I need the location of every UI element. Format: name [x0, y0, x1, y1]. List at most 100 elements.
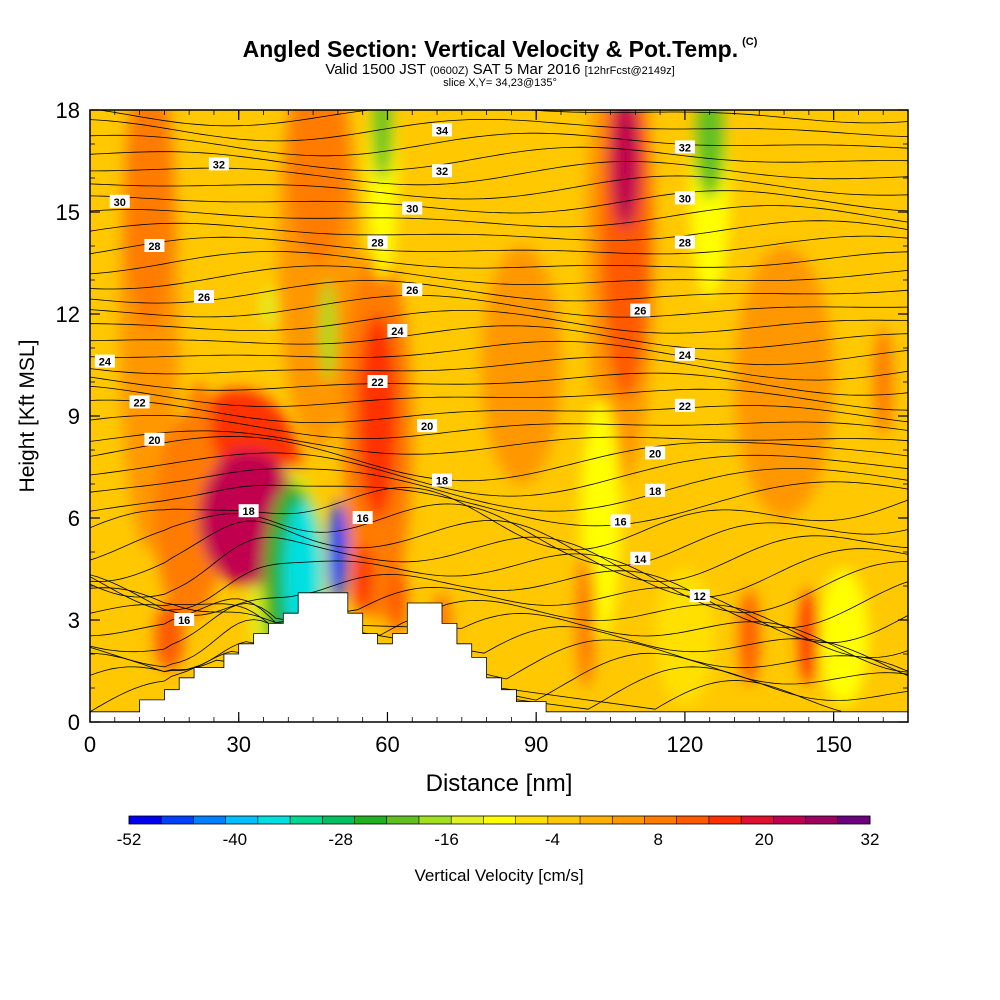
velocity-cell [372, 110, 393, 182]
theta-label-box [630, 551, 651, 565]
theta-label-box [109, 194, 130, 208]
theta-label-box [94, 354, 115, 368]
theta-contour-line [90, 294, 908, 318]
y-tick-label: 9 [68, 404, 80, 429]
colorbar-swatch [773, 816, 807, 824]
theta-label-text: 16 [357, 513, 369, 525]
theta-label-box [367, 235, 388, 249]
utc-time: (0600Z) [429, 65, 469, 77]
theta-label-text: 28 [371, 238, 383, 250]
y-axis-label: Height [Kft MSL] [16, 340, 39, 493]
theta-contour-line [90, 399, 908, 424]
theta-label-box [674, 235, 695, 249]
theta-label-box [417, 419, 438, 433]
colorbar-tick-label: -52 [117, 830, 142, 849]
theta-label-text: 28 [679, 238, 691, 250]
terrain-profile [90, 592, 908, 722]
theta-contour-line [90, 146, 908, 171]
theta-contour-line [90, 414, 908, 440]
colorbar-swatch [547, 816, 581, 824]
theta-label-text: 24 [99, 357, 112, 369]
theta-label-box [674, 140, 695, 154]
theta-label: 18 [431, 473, 452, 488]
theta-contour-line [90, 586, 908, 644]
velocity-cell [655, 569, 715, 705]
theta-label-text: 22 [371, 377, 383, 389]
theta-contour-line [90, 175, 908, 200]
theta-label-box [431, 164, 452, 178]
theta-label: 30 [674, 191, 695, 205]
theta-label-box [431, 123, 452, 137]
x-axis-label: Distance [nm] [426, 770, 573, 797]
theta-contour-line [90, 265, 908, 290]
theta-label-text: 16 [178, 615, 190, 627]
colorbar-swatch [741, 816, 774, 824]
x-tick-label: 120 [667, 732, 704, 757]
theta-label-text: 14 [634, 554, 647, 566]
theta-label: 20 [417, 419, 438, 433]
theta-label: 22 [674, 398, 695, 413]
theta-label: 32 [208, 157, 229, 171]
theta-label: 24 [674, 347, 695, 362]
theta-contour-line [90, 481, 908, 527]
y-tick-label: 6 [68, 506, 80, 531]
theta-label-box [402, 283, 423, 297]
theta-label: 26 [194, 290, 215, 304]
theta-label: 24 [387, 324, 408, 338]
colorbar-swatch [483, 816, 517, 824]
colorbar-swatch [225, 816, 259, 824]
x-tick-label: 60 [375, 732, 399, 757]
colorbar-swatch [257, 816, 291, 824]
colorbar-swatch [612, 816, 645, 824]
chart-title-units: (C) [742, 36, 758, 48]
velocity-cell [288, 110, 348, 263]
colorbar-tick-label: -16 [434, 830, 459, 849]
theta-label-box [387, 324, 408, 337]
theta-label-text: 22 [133, 397, 145, 409]
theta-label-box [144, 239, 165, 252]
theta-label-box [352, 511, 373, 524]
x-tick-label: 0 [84, 732, 96, 757]
theta-contour-line [90, 190, 908, 214]
theta-label-box [674, 191, 695, 205]
chart-title: Angled Section: Vertical Velocity & Pot.… [0, 36, 1000, 63]
colorbar-label: Vertical Velocity [cm/s] [414, 866, 583, 885]
theta-label: 30 [109, 194, 130, 209]
theta-label-text: 30 [679, 193, 691, 205]
colorbar-tick-label: 20 [755, 830, 774, 849]
theta-contour-line [90, 468, 908, 512]
theta-contour-line [90, 220, 908, 241]
velocity-cell [124, 110, 175, 331]
theta-contour-line [90, 280, 908, 304]
theta-label-text: 12 [694, 591, 706, 603]
theta-label-text: 20 [421, 421, 433, 433]
theta-contour-line [90, 570, 908, 629]
theta-contour-line [90, 385, 908, 411]
theta-contour-line [90, 536, 908, 598]
colorbar-swatch [418, 816, 452, 824]
theta-label-box [674, 347, 695, 361]
theta-label: 20 [144, 432, 165, 447]
theta-label-text: 18 [649, 486, 661, 498]
x-tick-label: 90 [524, 732, 548, 757]
colorbar-tick-label: -28 [328, 830, 353, 849]
theta-label-text: 32 [213, 159, 225, 171]
theta-contour-line [90, 119, 908, 142]
theta-label-text: 26 [198, 292, 210, 304]
theta-label-text: 32 [679, 142, 691, 154]
theta-contour-line [90, 340, 908, 366]
theta-label-box [674, 398, 695, 412]
theta-label: 32 [674, 140, 695, 154]
theta-contour-line [90, 205, 908, 228]
theta-contour-line [90, 430, 908, 455]
velocity-cell [873, 327, 894, 437]
theta-label: 26 [630, 303, 651, 318]
velocity-cell [818, 569, 869, 705]
theta-label-box [431, 473, 452, 487]
y-axis: 0 3 6 9 12 15 18 [56, 98, 908, 735]
theta-contour-line [90, 553, 908, 613]
theta-label-box [610, 514, 631, 528]
theta-label-text: 16 [614, 516, 626, 528]
theta-label: 26 [402, 283, 423, 297]
theta-label: 18 [645, 483, 666, 498]
